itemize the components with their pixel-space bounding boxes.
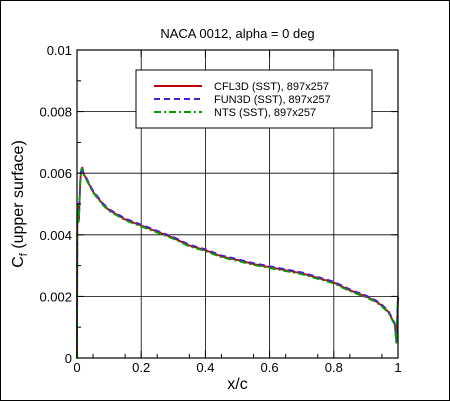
x-tick-label: 1 <box>394 360 401 375</box>
series-line <box>76 167 399 359</box>
x-tick-label: 0.6 <box>261 360 279 375</box>
legend-label: NTS (SST), 897x257 <box>214 107 316 119</box>
series-line <box>76 166 399 359</box>
y-axis-title: Cf (upper surface) <box>10 140 30 268</box>
y-tick-label: 0.008 <box>39 105 72 120</box>
chart-title: NACA 0012, alpha = 0 deg <box>160 26 314 41</box>
y-tick-label: 0.004 <box>39 228 72 243</box>
series-line <box>76 165 399 358</box>
series-lines <box>76 165 399 359</box>
x-tick-label: 0 <box>73 360 80 375</box>
legend-label: CFL3D (SST), 897x257 <box>214 81 329 93</box>
y-tick-label: 0.002 <box>39 289 72 304</box>
x-tick-label: 0.2 <box>132 360 150 375</box>
x-tick-label: 0.8 <box>325 360 343 375</box>
y-tick-label: 0 <box>65 351 72 366</box>
x-tick-label: 0.4 <box>196 360 214 375</box>
y-tick-label: 0.01 <box>47 43 72 58</box>
x-axis-title: x/c <box>227 376 247 393</box>
y-axis-title-sub: f <box>18 252 30 256</box>
ticks <box>76 49 399 359</box>
y-axis-title-rest: (upper surface) <box>10 140 27 253</box>
y-axis-title-main: C <box>10 256 27 268</box>
y-tick-label: 0.006 <box>39 166 72 181</box>
tick-labels: 0 0.2 0.4 0.6 0.8 1 0 0.002 0.004 0.006 0.008 0.01 <box>39 43 401 375</box>
legend-label: FUN3D (SST), 897x257 <box>214 94 331 106</box>
